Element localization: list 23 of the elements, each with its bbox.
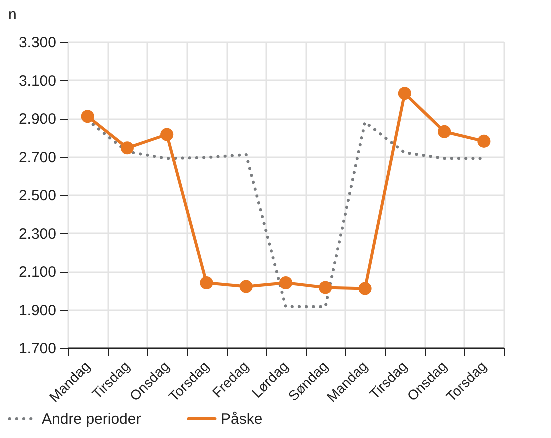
y-tick-label: 2.300: [18, 226, 56, 243]
y-tick-label: 3.100: [18, 72, 56, 90]
point: [120, 142, 134, 155]
y-tick-label: 2.100: [18, 264, 56, 281]
point: [438, 125, 452, 138]
point: [200, 276, 214, 290]
point: [319, 281, 332, 294]
point: [160, 128, 174, 142]
point: [279, 276, 293, 290]
y-tick-label: 3.300: [18, 34, 56, 52]
legend-label: Påske: [221, 411, 263, 428]
point: [240, 280, 253, 294]
y-tick-label: 2.700: [18, 149, 56, 166]
y-tick-label: 2.500: [18, 188, 56, 204]
legend-label: Andre perioder: [42, 411, 142, 428]
y-tick-label: 1.900: [18, 302, 56, 320]
y-tick-label: 1.700: [18, 340, 56, 358]
point: [358, 282, 372, 296]
point: [398, 87, 412, 100]
y-axis-title: n: [8, 6, 17, 24]
point: [81, 110, 94, 124]
y-tick-label: 2.900: [18, 111, 56, 128]
point: [478, 134, 491, 148]
